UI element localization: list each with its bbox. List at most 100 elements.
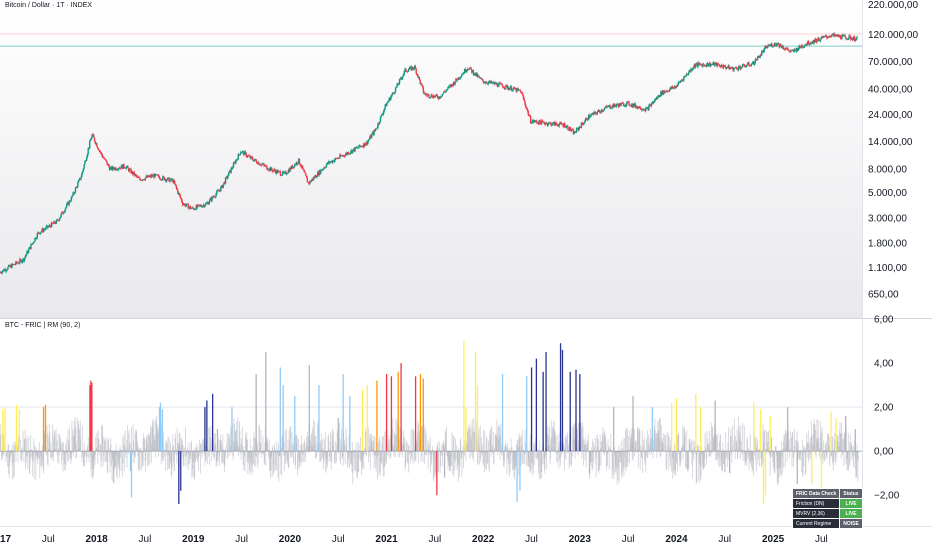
indicator-bar <box>288 451 289 467</box>
indicator-bar <box>656 451 657 458</box>
candle-body <box>41 231 42 232</box>
indicator-bar <box>173 446 174 451</box>
indicator-bar <box>583 427 584 451</box>
indicator-bar <box>222 434 223 451</box>
indicator-bar <box>250 439 251 451</box>
candle-body <box>648 105 649 110</box>
candle-body <box>616 105 617 106</box>
indicator-bar <box>593 451 594 468</box>
candle-body <box>552 123 553 125</box>
indicator-bar <box>699 446 700 451</box>
time-tick-label: Jul <box>332 534 345 545</box>
indicator-bar <box>215 444 216 451</box>
indicator-bar <box>193 451 194 461</box>
indicator-bar <box>344 444 345 451</box>
candle-body <box>6 270 7 271</box>
indicator-bar <box>531 451 532 469</box>
indicator-bar <box>556 436 557 451</box>
candle-body <box>688 72 689 74</box>
indicator-bar <box>421 451 422 457</box>
indicator-bar <box>66 451 67 465</box>
indicator-spike <box>160 403 161 451</box>
status-value: NOISE <box>840 519 863 529</box>
indicator-bar <box>723 451 724 464</box>
indicator-bar <box>522 430 523 452</box>
candle-body <box>454 82 455 84</box>
indicator-bar <box>697 451 698 457</box>
indicator-bar <box>722 451 723 471</box>
indicator-spike <box>367 385 368 451</box>
indicator-bar <box>525 442 526 451</box>
indicator-bar <box>161 451 162 464</box>
indicator-bar <box>693 441 694 452</box>
indicator-bar <box>561 451 562 457</box>
candle-body <box>473 75 474 76</box>
indicator-bar <box>461 451 462 477</box>
indicator-bar <box>690 443 691 451</box>
indicator-bar <box>7 451 8 466</box>
candle-body <box>500 83 501 84</box>
indicator-bar <box>365 432 366 451</box>
indicator-bar <box>408 446 409 452</box>
indicator-bar <box>702 451 703 466</box>
indicator-bar <box>647 430 648 451</box>
indicator-spike <box>760 409 761 451</box>
indicator-bar <box>382 437 383 451</box>
indicator-bar <box>385 451 386 465</box>
indicator-bar <box>768 431 769 451</box>
candle-body <box>118 168 119 169</box>
indicator-bar <box>583 451 584 465</box>
indicator-spike <box>652 407 653 451</box>
indicator-bar <box>533 451 534 473</box>
candle-body <box>639 106 640 109</box>
candle-body <box>587 120 588 121</box>
indicator-bar <box>822 427 823 451</box>
indicator-bar <box>677 451 678 471</box>
indicator-bar <box>125 430 126 451</box>
status-label: Current Regime <box>793 519 840 529</box>
indicator-bar <box>789 439 790 451</box>
candle-body <box>844 35 845 37</box>
candle-body <box>176 188 177 190</box>
indicator-bar <box>12 451 13 465</box>
indicator-bar <box>196 444 197 451</box>
indicator-bar <box>122 451 123 477</box>
indicator-bar <box>566 451 567 460</box>
indicator-bar <box>381 451 382 462</box>
candle-body <box>446 89 447 90</box>
indicator-bar <box>399 439 400 451</box>
candle-body <box>436 94 437 95</box>
time-tick-label: Jul <box>428 534 441 545</box>
price-tick-label: 120.000,00 <box>868 30 918 41</box>
indicator-bar <box>202 440 203 452</box>
indicator-bar <box>115 451 116 467</box>
indicator-bar <box>399 451 400 457</box>
candle-body <box>551 125 552 126</box>
indicator-bar <box>593 442 594 451</box>
indicator-bar <box>324 451 325 454</box>
indicator-bar <box>106 439 107 451</box>
indicator-bar <box>572 427 573 451</box>
indicator-bar <box>746 451 747 465</box>
indicator-bar <box>645 451 646 472</box>
indicator-bar <box>373 451 374 455</box>
indicator-bar <box>316 451 317 457</box>
indicator-bar <box>163 451 164 462</box>
indicator-bar <box>425 451 426 455</box>
indicator-bar <box>660 418 661 451</box>
indicator-spike <box>477 385 478 451</box>
indicator-bar <box>169 438 170 451</box>
indicator-spike <box>835 418 836 451</box>
candle-body <box>773 46 774 47</box>
indicator-bar <box>12 444 13 451</box>
indicator-bar <box>77 418 78 452</box>
candle-body <box>235 160 236 163</box>
indicator-bar <box>486 436 487 451</box>
indicator-bar <box>612 451 613 468</box>
indicator-bar <box>406 441 407 452</box>
candle-body <box>423 87 424 92</box>
indicator-bar <box>747 440 748 451</box>
status-table-header: Status <box>840 489 863 499</box>
indicator-bar <box>569 451 570 465</box>
indicator-bar <box>819 451 820 456</box>
